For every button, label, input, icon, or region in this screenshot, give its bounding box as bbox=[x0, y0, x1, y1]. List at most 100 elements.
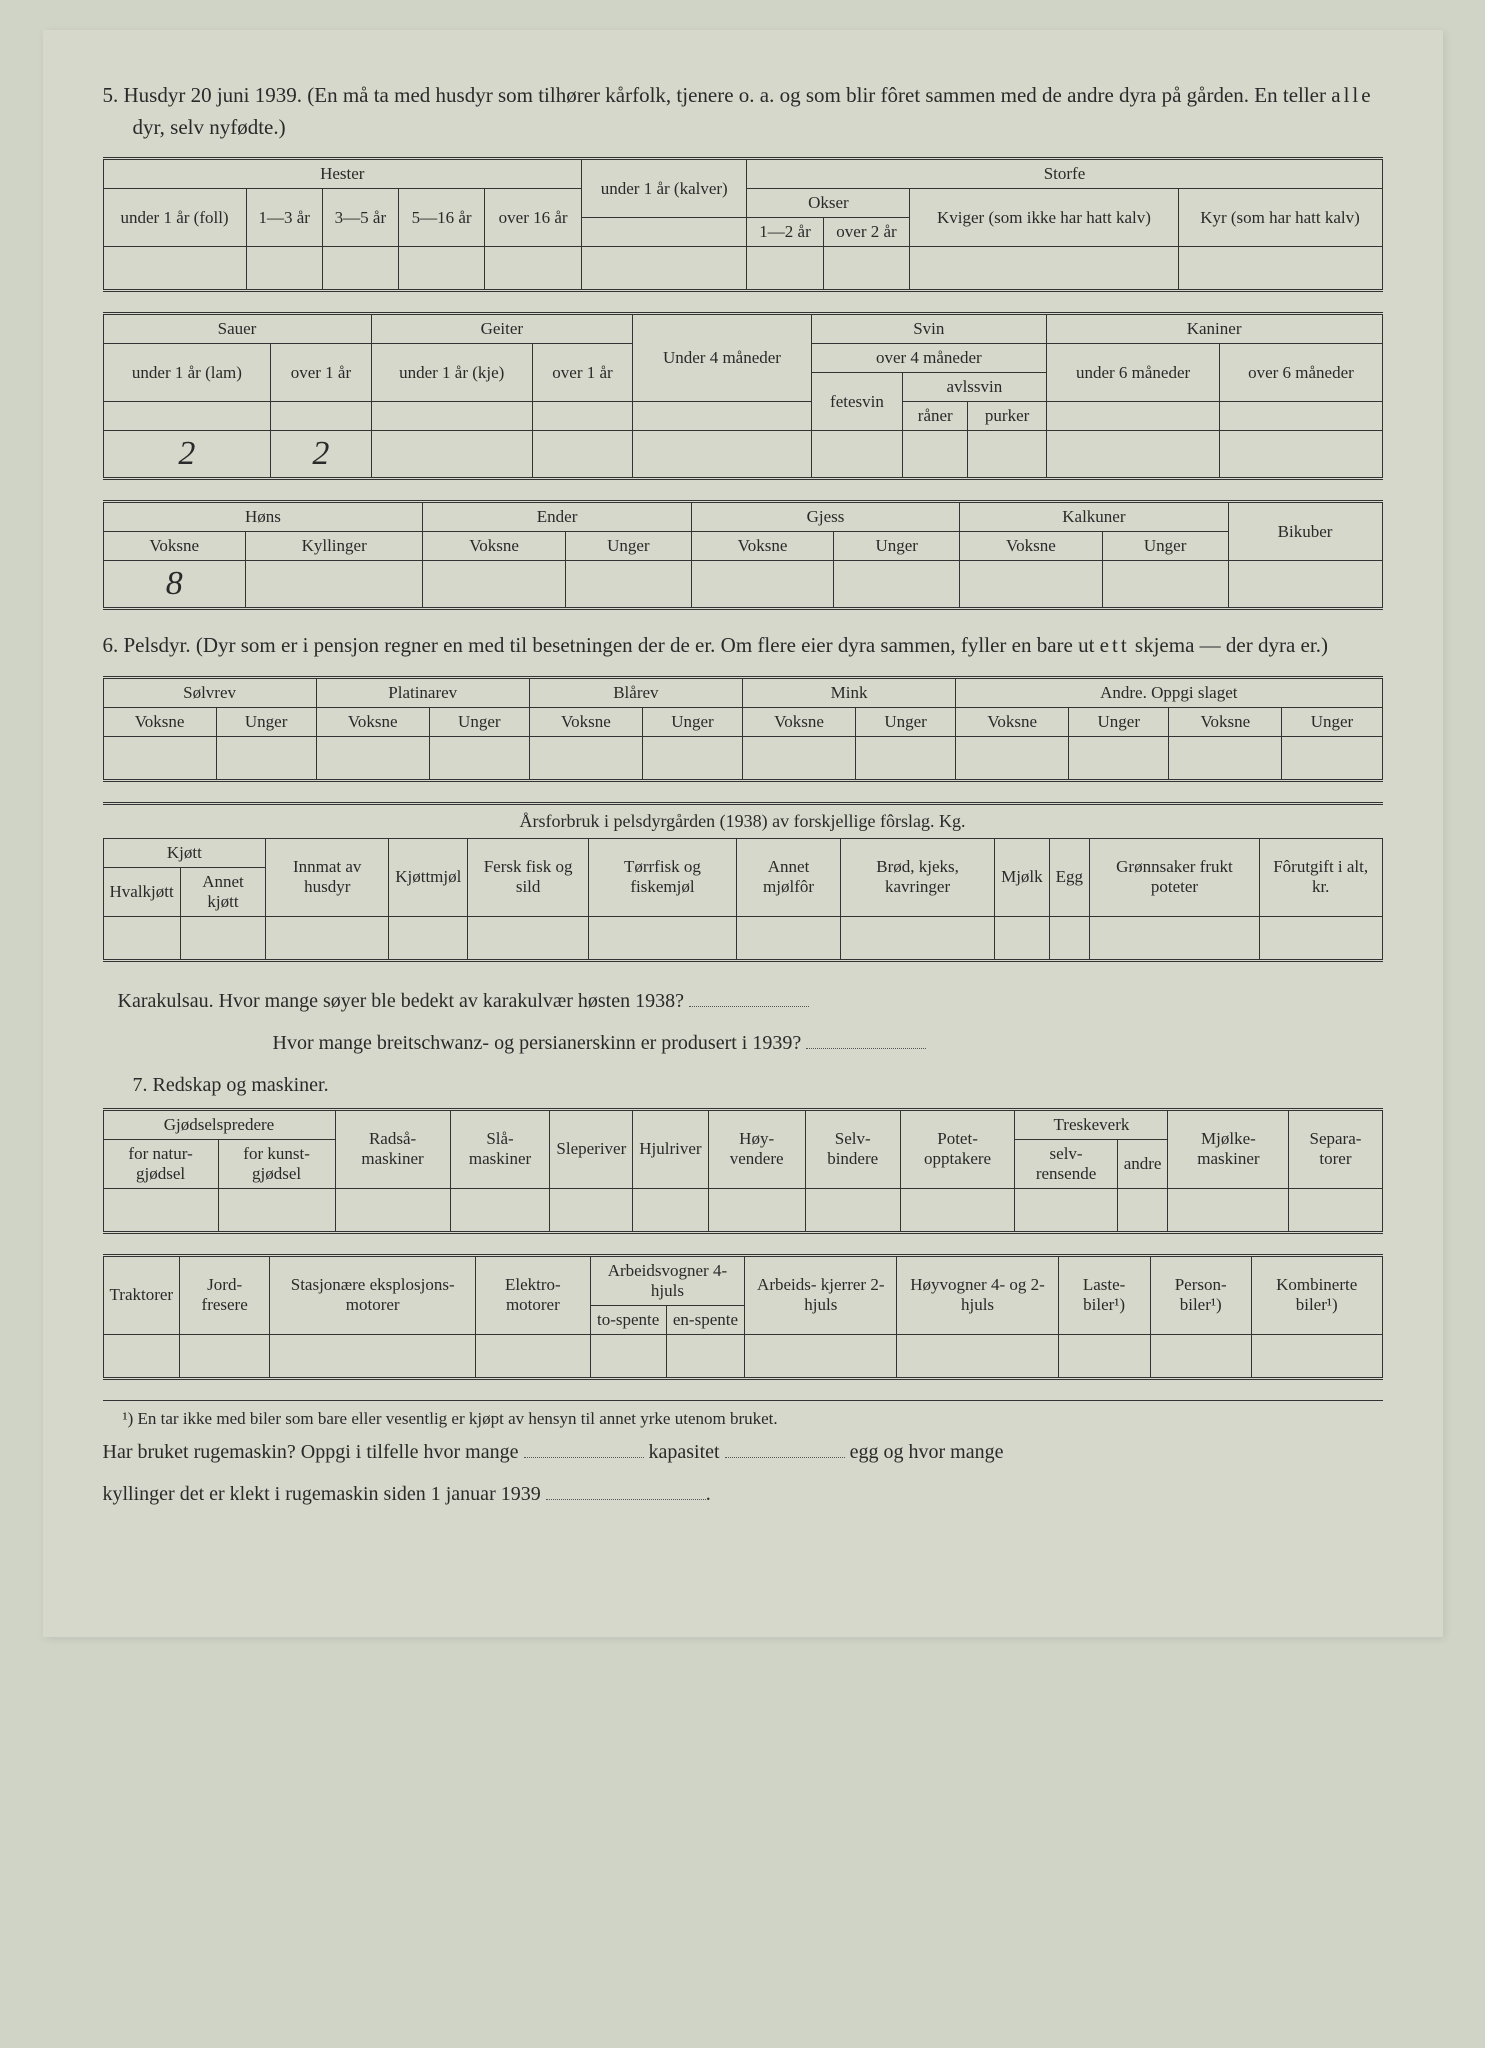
cell[interactable] bbox=[1220, 431, 1382, 479]
cell[interactable] bbox=[903, 431, 968, 479]
blank-ruge-3[interactable] bbox=[546, 1478, 706, 1500]
cell[interactable] bbox=[1169, 736, 1282, 780]
cell[interactable] bbox=[737, 916, 841, 960]
cell[interactable] bbox=[180, 916, 265, 960]
cell[interactable] bbox=[216, 736, 316, 780]
blank-ruge-2[interactable] bbox=[725, 1436, 845, 1458]
cell[interactable] bbox=[633, 431, 812, 479]
cell[interactable] bbox=[910, 247, 1178, 291]
hdr-over16: over 16 år bbox=[485, 189, 582, 247]
cell[interactable] bbox=[1259, 916, 1382, 960]
cell[interactable] bbox=[1228, 561, 1382, 609]
hdr-kje: under 1 år (kje) bbox=[371, 344, 532, 402]
cell[interactable] bbox=[103, 1188, 218, 1232]
cell[interactable] bbox=[582, 247, 747, 291]
cell[interactable] bbox=[1251, 1334, 1382, 1378]
cell[interactable] bbox=[423, 561, 565, 609]
cell[interactable] bbox=[429, 736, 529, 780]
cell[interactable] bbox=[742, 736, 855, 780]
cell[interactable] bbox=[995, 916, 1050, 960]
cell[interactable] bbox=[485, 247, 582, 291]
cell[interactable] bbox=[218, 1188, 335, 1232]
cell[interactable] bbox=[956, 736, 1069, 780]
hdr-kalkuner: Kalkuner bbox=[960, 502, 1228, 532]
cell[interactable] bbox=[550, 1188, 633, 1232]
cell[interactable] bbox=[708, 1188, 805, 1232]
cell[interactable] bbox=[450, 1188, 550, 1232]
cell[interactable] bbox=[1015, 1188, 1117, 1232]
cell[interactable] bbox=[1058, 1334, 1150, 1378]
cell-lam[interactable]: 2 bbox=[103, 431, 271, 479]
section-5-number: 5. bbox=[103, 83, 119, 107]
cell[interactable] bbox=[335, 1188, 450, 1232]
cell[interactable] bbox=[834, 561, 960, 609]
cell[interactable] bbox=[691, 561, 833, 609]
hdr-svin: Svin bbox=[811, 314, 1046, 344]
blank-ruge-1[interactable] bbox=[524, 1436, 644, 1458]
cell[interactable] bbox=[529, 736, 642, 780]
cell[interactable] bbox=[322, 247, 398, 291]
cell-hons-voksne[interactable]: 8 bbox=[103, 561, 245, 609]
cell[interactable] bbox=[745, 1334, 897, 1378]
cell[interactable] bbox=[1150, 1334, 1251, 1378]
hdr-traktorer: Traktorer bbox=[103, 1255, 180, 1334]
blank-karakul-1[interactable] bbox=[689, 985, 809, 1007]
hdr-okser-over2: over 2 år bbox=[823, 218, 910, 247]
cell[interactable] bbox=[245, 561, 422, 609]
cell[interactable] bbox=[588, 916, 736, 960]
hdr-forutgift: Fôrutgift i alt, kr. bbox=[1259, 838, 1382, 916]
cell[interactable] bbox=[1282, 736, 1382, 780]
cell[interactable] bbox=[642, 736, 742, 780]
section-6-spaced: ett bbox=[1100, 633, 1130, 657]
cell[interactable] bbox=[1069, 736, 1169, 780]
cell[interactable] bbox=[1178, 247, 1382, 291]
cell[interactable] bbox=[811, 431, 902, 479]
blank-karakul-2[interactable] bbox=[806, 1027, 926, 1049]
footer-line2: kyllinger det er klekt i rugemaskin side… bbox=[103, 1475, 1383, 1513]
cell[interactable] bbox=[468, 916, 589, 960]
hdr-arbeidsk: Arbeids- kjerrer 2-hjuls bbox=[745, 1255, 897, 1334]
cell[interactable] bbox=[897, 1334, 1058, 1378]
cell[interactable] bbox=[389, 916, 468, 960]
hdr-3-5: 3—5 år bbox=[322, 189, 398, 247]
cell[interactable] bbox=[841, 916, 995, 960]
cell[interactable] bbox=[1168, 1188, 1289, 1232]
cell[interactable] bbox=[1289, 1188, 1382, 1232]
table-sauer-svin: Sauer Geiter Under 4 måneder Svin Kanine… bbox=[103, 312, 1383, 480]
cell[interactable] bbox=[532, 431, 632, 479]
cell[interactable] bbox=[266, 916, 389, 960]
cell[interactable] bbox=[960, 561, 1102, 609]
cell[interactable] bbox=[316, 736, 429, 780]
cell[interactable] bbox=[103, 736, 216, 780]
karakul-line1: Karakulsau. Hvor mange søyer ble bedekt … bbox=[103, 982, 1383, 1020]
hdr-purker: purker bbox=[968, 402, 1046, 431]
cell[interactable] bbox=[633, 1188, 708, 1232]
cell[interactable] bbox=[103, 247, 246, 291]
hdr-treske: Treskeverk bbox=[1015, 1109, 1168, 1139]
cell[interactable] bbox=[1049, 916, 1089, 960]
cell[interactable] bbox=[180, 1334, 270, 1378]
cell[interactable] bbox=[968, 431, 1046, 479]
cell[interactable] bbox=[103, 916, 180, 960]
cell[interactable] bbox=[666, 1334, 745, 1378]
cell-sau-over1[interactable]: 2 bbox=[271, 431, 371, 479]
cell[interactable] bbox=[1102, 561, 1228, 609]
table-pelsdyr: Sølvrev Platinarev Blårev Mink Andre. Op… bbox=[103, 676, 1383, 782]
cell[interactable] bbox=[270, 1334, 476, 1378]
cell[interactable] bbox=[823, 247, 910, 291]
cell[interactable] bbox=[590, 1334, 666, 1378]
cell[interactable] bbox=[747, 247, 823, 291]
cell[interactable] bbox=[371, 431, 532, 479]
cell[interactable] bbox=[1046, 431, 1220, 479]
cell[interactable] bbox=[1090, 916, 1260, 960]
cell[interactable] bbox=[398, 247, 484, 291]
cell[interactable] bbox=[805, 1188, 900, 1232]
cell[interactable] bbox=[856, 736, 956, 780]
cell[interactable] bbox=[900, 1188, 1015, 1232]
cell[interactable] bbox=[103, 1334, 180, 1378]
cell[interactable] bbox=[476, 1334, 590, 1378]
hdr-5-16: 5—16 år bbox=[398, 189, 484, 247]
cell[interactable] bbox=[1117, 1188, 1168, 1232]
cell[interactable] bbox=[565, 561, 691, 609]
cell[interactable] bbox=[246, 247, 322, 291]
